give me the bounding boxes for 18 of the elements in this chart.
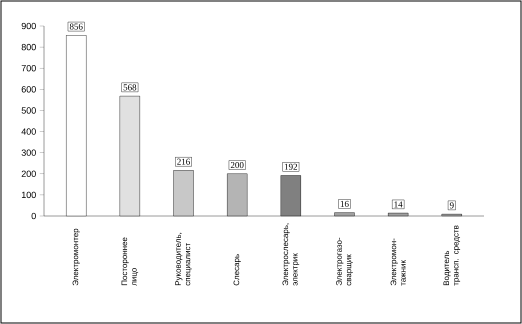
- y-tick-label: 200: [22, 170, 36, 177]
- data-label: 568: [124, 84, 136, 90]
- data-label: 856: [70, 24, 83, 30]
- y-tick-label: 300: [22, 149, 36, 156]
- y-tick-label: 600: [22, 86, 36, 93]
- data-label: 9: [450, 202, 454, 208]
- y-tick-label: 700: [22, 65, 36, 72]
- data-label: 216: [177, 158, 190, 165]
- y-tick-label: 0: [32, 212, 36, 220]
- data-label: 14: [394, 201, 402, 208]
- data-label: 192: [284, 164, 298, 170]
- data-label: 200: [230, 162, 244, 168]
- y-tick-label: 800: [22, 44, 36, 50]
- data-label: 16: [340, 200, 349, 207]
- y-tick-label: 100: [22, 192, 36, 198]
- y-tick-label: 400: [21, 128, 36, 135]
- y-tick-label: 900: [22, 22, 36, 30]
- y-tick-label: 500: [22, 107, 36, 114]
